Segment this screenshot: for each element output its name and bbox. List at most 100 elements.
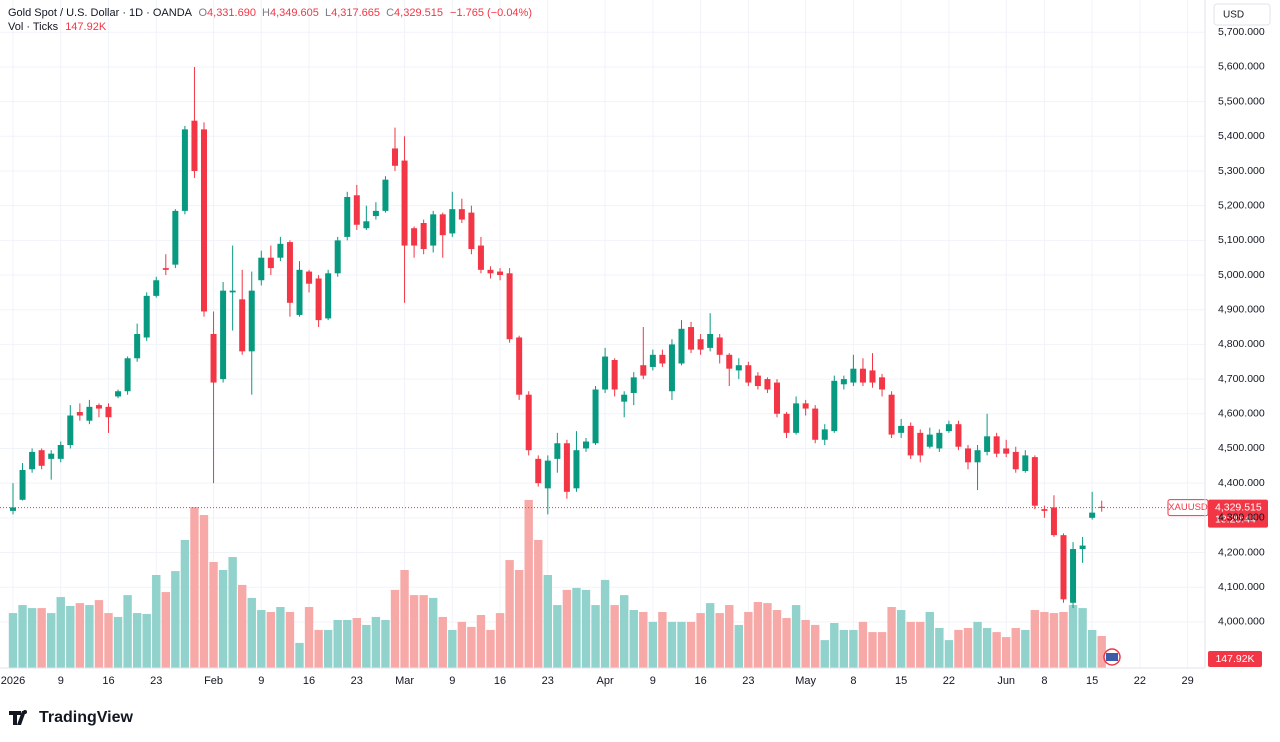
volume-bar <box>238 584 247 668</box>
candle-body <box>955 424 962 447</box>
candle-body <box>735 365 742 371</box>
volume-bar <box>476 615 486 668</box>
price-tag-label: 4,329.515 <box>1215 501 1262 513</box>
volume-bar <box>772 610 782 668</box>
flag-icon[interactable] <box>1103 648 1121 666</box>
volume-bar <box>352 618 361 668</box>
logo-mark <box>9 711 26 725</box>
x-tick-label: 22 <box>1134 675 1146 687</box>
candle-body <box>277 243 284 258</box>
y-tick-label: 4,400.000 <box>1218 477 1265 489</box>
candle-body <box>716 337 723 355</box>
volume-bar <box>791 605 801 668</box>
volume-bar <box>648 621 658 668</box>
currency[interactable]: USD <box>1223 10 1244 21</box>
brand: TradingView <box>39 709 134 726</box>
candle-body <box>248 290 255 352</box>
x-tick-label: Feb <box>204 675 223 687</box>
volume-bar <box>572 587 581 668</box>
candle-body <box>745 365 752 383</box>
volume-bar <box>744 611 753 668</box>
volume-bar <box>906 621 915 668</box>
volume-bar <box>839 629 849 668</box>
candle-body <box>67 415 74 445</box>
volume-bar <box>37 608 46 668</box>
candle-body <box>86 406 93 421</box>
x-tick-label: 9 <box>650 675 656 687</box>
volume-bar <box>66 605 75 668</box>
ohlc-value: 4,331.690 <box>207 7 256 19</box>
volume-bar <box>725 605 734 668</box>
y-tick-label: 4,800.000 <box>1218 338 1265 350</box>
candle-body <box>993 436 1000 454</box>
volume-bar <box>610 605 619 668</box>
volume-bar <box>209 562 218 668</box>
volume-bar <box>400 570 409 668</box>
candle-body <box>19 469 26 500</box>
volume-bar <box>1068 605 1078 668</box>
candle-body <box>506 273 513 340</box>
candle-body <box>325 273 332 319</box>
volume-bar <box>161 592 170 668</box>
volume-bar <box>753 602 763 668</box>
symbol-tag-label: XAUUSD <box>1168 502 1208 513</box>
candle-body <box>143 295 150 338</box>
volume-bar <box>524 499 533 668</box>
x-tick-label: Mar <box>395 675 414 687</box>
candle-body <box>372 210 379 217</box>
volume-bar <box>171 571 180 668</box>
volume-bar <box>1030 610 1040 668</box>
volume-bar <box>343 619 352 668</box>
candle-body <box>201 129 207 312</box>
candle-body <box>1070 549 1077 603</box>
volume-bar <box>180 539 190 668</box>
volume-bar <box>266 611 276 668</box>
volume-bar <box>27 608 37 668</box>
volume-bar <box>543 574 552 668</box>
volume-bar <box>715 613 724 668</box>
candle-body <box>592 389 599 444</box>
candle-body <box>344 197 351 237</box>
candle-body <box>898 425 905 433</box>
candle-body <box>697 339 704 350</box>
candle-body <box>286 242 293 303</box>
volume-bar <box>314 629 323 668</box>
volume-bar <box>362 624 371 668</box>
candle-body <box>984 436 991 452</box>
candle-body <box>1003 448 1010 454</box>
currency-box[interactable] <box>1213 3 1271 26</box>
y-tick-label: 5,200.000 <box>1218 199 1265 211</box>
volume-bar <box>811 624 820 668</box>
candle-body <box>821 429 828 440</box>
candle-body <box>296 269 303 315</box>
y-tick-label: 4,000.000 <box>1218 616 1265 628</box>
volume-bar <box>190 507 199 668</box>
volume-bar <box>944 640 954 668</box>
volume-bar <box>467 626 476 668</box>
x-tick-label: 16 <box>102 675 114 687</box>
candle-body <box>840 379 847 385</box>
candle-body <box>869 370 876 383</box>
candle-body <box>134 334 141 359</box>
volume-bar <box>1049 613 1059 668</box>
candle-body <box>1041 509 1048 511</box>
candle-body <box>659 354 666 364</box>
candle-body <box>439 214 446 236</box>
candle-body <box>477 245 484 270</box>
volume-bar <box>935 627 944 668</box>
candle-body <box>401 160 408 246</box>
volume-bar <box>982 627 992 668</box>
volume-bar <box>1078 608 1087 668</box>
volume-bar <box>954 629 963 668</box>
candle-body <box>783 413 790 433</box>
ohlc-key: L <box>325 7 331 19</box>
x-tick-label: 9 <box>258 675 264 687</box>
volume-bar <box>677 621 686 668</box>
volume-bar <box>782 618 791 668</box>
volume-bar <box>801 619 810 668</box>
candle-layer <box>10 66 1105 608</box>
volume-bar <box>429 597 438 668</box>
volume-bar <box>896 610 906 668</box>
y-tick-label: 4,900.000 <box>1218 304 1265 316</box>
x-tick-label: 16 <box>303 675 315 687</box>
